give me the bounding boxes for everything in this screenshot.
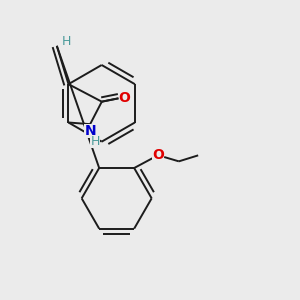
Text: H: H <box>61 35 71 48</box>
Text: O: O <box>118 91 130 105</box>
Text: H: H <box>90 135 100 148</box>
Text: O: O <box>152 148 164 162</box>
Text: N: N <box>84 124 96 139</box>
